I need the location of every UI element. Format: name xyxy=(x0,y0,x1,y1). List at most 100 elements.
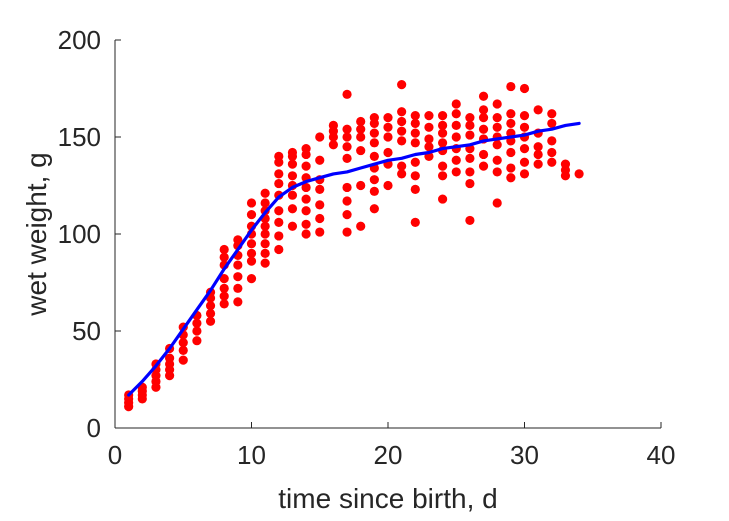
data-point xyxy=(369,186,379,196)
data-point xyxy=(260,221,270,231)
data-point xyxy=(438,138,448,148)
data-point xyxy=(410,128,420,138)
data-point xyxy=(287,159,298,169)
data-point xyxy=(342,182,352,193)
data-point xyxy=(369,138,379,148)
data-point xyxy=(451,99,461,109)
data-point xyxy=(492,140,502,150)
data-point xyxy=(478,113,489,123)
data-point xyxy=(342,142,352,152)
data-point xyxy=(397,169,407,179)
x-tick-label: 40 xyxy=(647,440,676,470)
y-tick-label: 200 xyxy=(58,25,101,55)
data-point xyxy=(465,178,475,189)
data-point xyxy=(397,126,407,136)
y-tick-label: 100 xyxy=(58,219,101,249)
y-tick-label: 50 xyxy=(72,316,101,346)
data-point xyxy=(342,89,352,99)
data-point xyxy=(519,169,530,179)
data-point xyxy=(301,194,311,204)
data-point xyxy=(342,196,352,206)
data-point xyxy=(369,175,379,185)
x-tick-label: 20 xyxy=(374,440,403,470)
data-point xyxy=(438,128,448,138)
data-point xyxy=(438,111,448,121)
data-point xyxy=(369,204,379,214)
data-point xyxy=(287,221,298,231)
data-point xyxy=(315,155,325,165)
data-point xyxy=(506,163,516,173)
data-point xyxy=(192,336,202,346)
data-point xyxy=(219,299,229,309)
data-point xyxy=(533,105,543,115)
data-point xyxy=(342,227,352,237)
data-point xyxy=(287,204,298,214)
data-point xyxy=(547,157,557,167)
data-point xyxy=(301,229,311,239)
data-point xyxy=(233,235,243,245)
data-point xyxy=(274,169,284,179)
data-point xyxy=(547,147,557,158)
data-point xyxy=(260,258,270,268)
data-point xyxy=(533,149,543,160)
data-point xyxy=(315,132,325,142)
data-point xyxy=(246,248,257,258)
data-point xyxy=(492,113,502,123)
data-point xyxy=(492,198,502,208)
data-point xyxy=(178,338,188,348)
data-point xyxy=(233,283,243,293)
data-point xyxy=(492,167,502,177)
data-point xyxy=(424,142,434,152)
data-point xyxy=(397,80,407,90)
data-point xyxy=(506,173,516,183)
data-point xyxy=(315,227,325,237)
data-point xyxy=(519,144,530,154)
data-point xyxy=(410,217,420,227)
data-point xyxy=(547,118,557,129)
data-point xyxy=(506,118,516,129)
data-point xyxy=(478,105,489,115)
data-point xyxy=(260,198,270,208)
data-point xyxy=(246,198,257,208)
data-point xyxy=(192,318,202,328)
x-axis-label: time since birth, d xyxy=(278,483,497,514)
data-point xyxy=(383,132,393,142)
data-point xyxy=(465,113,475,123)
chart-marks xyxy=(124,80,584,412)
data-point xyxy=(274,231,284,241)
data-point xyxy=(533,159,543,169)
data-point xyxy=(478,124,489,134)
data-point xyxy=(219,244,229,255)
data-point xyxy=(451,120,461,130)
data-point xyxy=(287,190,298,200)
data-point xyxy=(233,272,243,282)
data-point xyxy=(383,113,393,123)
data-point xyxy=(478,149,489,160)
data-point xyxy=(438,161,448,171)
axes xyxy=(114,39,662,429)
data-point xyxy=(383,122,393,132)
data-point xyxy=(356,116,366,127)
data-point xyxy=(519,83,530,94)
data-point xyxy=(260,248,270,258)
data-point xyxy=(410,118,420,129)
data-point xyxy=(287,147,298,158)
data-point xyxy=(424,134,434,144)
data-point xyxy=(178,355,188,365)
data-point xyxy=(478,161,489,171)
data-point xyxy=(547,109,557,119)
data-point xyxy=(451,109,461,119)
data-point xyxy=(451,167,461,177)
data-point xyxy=(328,140,338,150)
data-point xyxy=(246,239,257,249)
data-point xyxy=(342,210,352,220)
data-point xyxy=(533,142,543,152)
data-point xyxy=(274,178,284,189)
data-point xyxy=(205,301,216,311)
data-point xyxy=(465,167,475,177)
data-point xyxy=(260,188,270,198)
data-point xyxy=(397,107,407,117)
fit-line xyxy=(127,121,581,397)
data-point xyxy=(383,180,393,191)
